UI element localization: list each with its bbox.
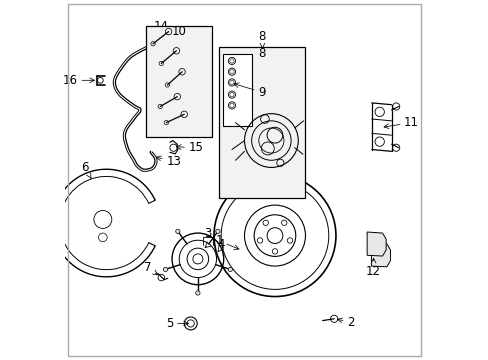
Circle shape [228, 267, 232, 271]
Text: 5: 5 [166, 317, 188, 330]
Polygon shape [366, 232, 386, 256]
Text: 2: 2 [337, 316, 354, 329]
Polygon shape [371, 243, 389, 267]
Bar [223, 54, 251, 126]
Text: 14: 14 [154, 20, 168, 37]
Text: 4: 4 [217, 238, 224, 251]
Text: 15: 15 [176, 141, 203, 154]
Bar [219, 47, 305, 198]
Circle shape [163, 267, 167, 271]
Text: 10: 10 [171, 25, 186, 38]
Text: 8: 8 [258, 46, 265, 59]
Text: 16: 16 [62, 74, 94, 87]
Circle shape [215, 229, 220, 234]
Text: 12: 12 [366, 258, 380, 278]
Text: 6: 6 [81, 161, 91, 178]
Text: 13: 13 [156, 155, 181, 168]
Text: 1: 1 [215, 234, 238, 249]
Circle shape [195, 291, 200, 295]
Text: 7: 7 [143, 261, 157, 275]
Text: 3: 3 [204, 226, 211, 239]
Text: 9: 9 [234, 83, 265, 99]
Text: 8: 8 [258, 30, 265, 48]
Bar [145, 26, 212, 137]
Circle shape [175, 229, 180, 234]
Text: 11: 11 [383, 116, 418, 129]
